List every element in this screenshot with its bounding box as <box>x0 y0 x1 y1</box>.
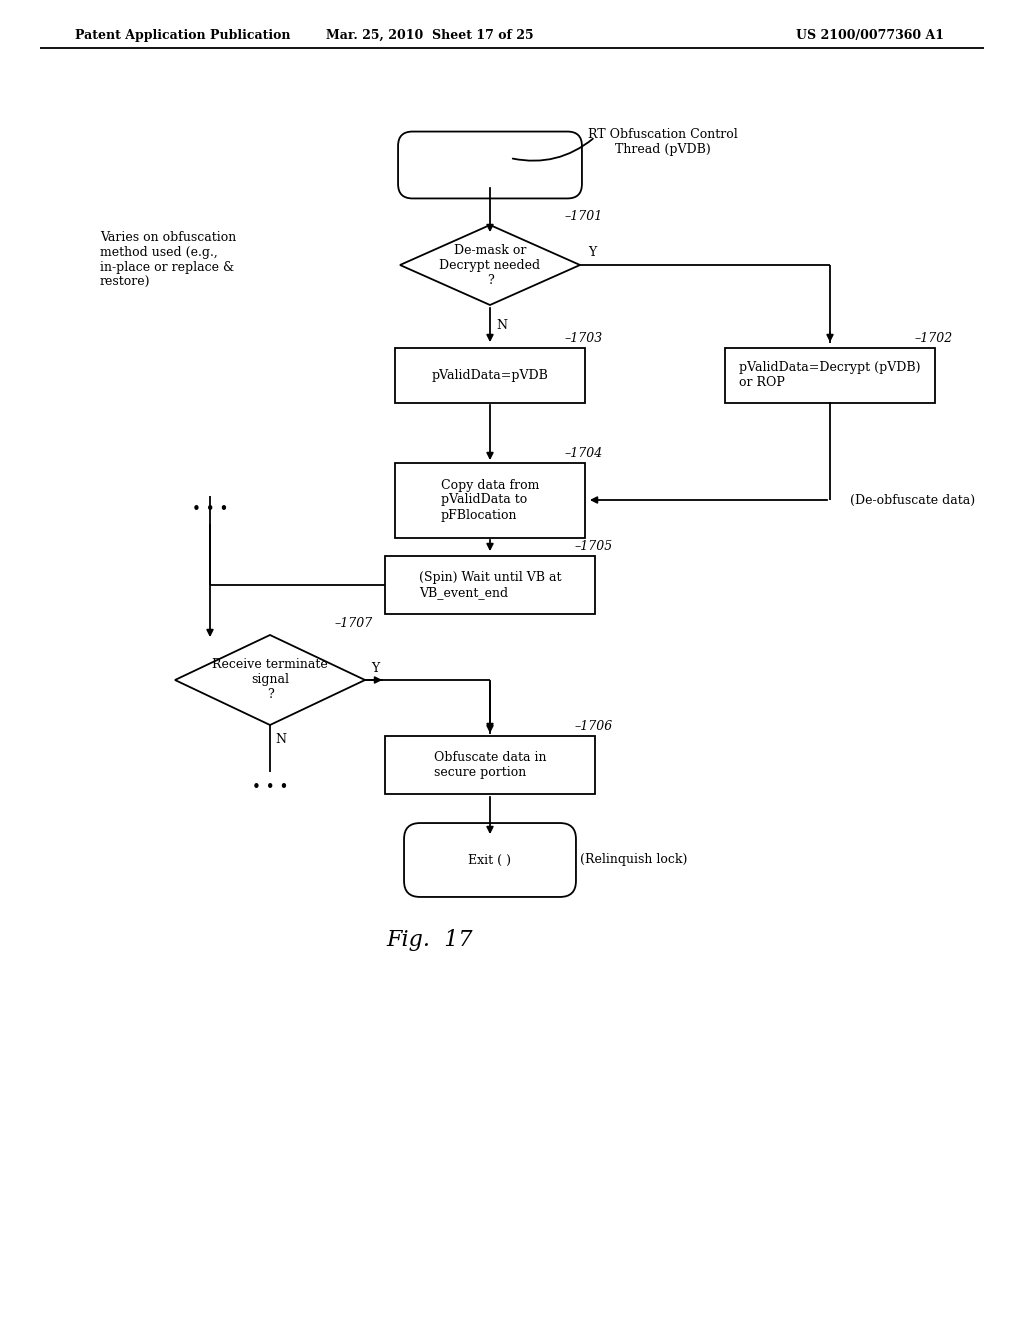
Text: –1707: –1707 <box>335 616 374 630</box>
Text: RT Obfuscation Control
Thread (pVDB): RT Obfuscation Control Thread (pVDB) <box>588 128 737 156</box>
Text: (Relinquish lock): (Relinquish lock) <box>580 854 687 866</box>
Text: –1706: –1706 <box>575 719 613 733</box>
Bar <box>395 462 585 537</box>
FancyBboxPatch shape <box>404 824 575 898</box>
Text: Y: Y <box>371 663 379 675</box>
Text: Y: Y <box>588 246 596 259</box>
Polygon shape <box>400 224 580 305</box>
Text: –1702: –1702 <box>915 333 953 345</box>
Bar <box>725 347 935 403</box>
Text: Mar. 25, 2010  Sheet 17 of 25: Mar. 25, 2010 Sheet 17 of 25 <box>327 29 534 41</box>
Text: –1703: –1703 <box>565 333 603 345</box>
Text: N: N <box>496 319 507 333</box>
Text: US 2100/0077360 A1: US 2100/0077360 A1 <box>796 29 944 41</box>
Text: Varies on obfuscation
method used (e.g.,
in-place or replace &
restore): Varies on obfuscation method used (e.g.,… <box>100 231 237 289</box>
Text: –1705: –1705 <box>575 540 613 553</box>
Text: De-mask or
Decrypt needed
?: De-mask or Decrypt needed ? <box>439 243 541 286</box>
Bar <box>395 347 585 403</box>
Text: Exit ( ): Exit ( ) <box>469 854 512 866</box>
Text: Obfuscate data in
secure portion: Obfuscate data in secure portion <box>434 751 546 779</box>
Text: (De-obfuscate data): (De-obfuscate data) <box>850 494 975 507</box>
Text: Receive terminate
signal
?: Receive terminate signal ? <box>212 659 328 701</box>
Text: • • •: • • • <box>191 503 228 517</box>
Text: Patent Application Publication: Patent Application Publication <box>75 29 291 41</box>
Bar <box>385 556 595 614</box>
Text: Fig.  17: Fig. 17 <box>387 929 473 950</box>
Text: Copy data from
pValidData to
pFBlocation: Copy data from pValidData to pFBlocation <box>440 479 540 521</box>
Text: N: N <box>275 733 286 746</box>
FancyBboxPatch shape <box>398 132 582 198</box>
Text: (Spin) Wait until VB at
VB_event_end: (Spin) Wait until VB at VB_event_end <box>419 572 561 599</box>
Text: –1704: –1704 <box>565 447 603 459</box>
Text: • • •: • • • <box>252 780 288 795</box>
Text: pValidData=Decrypt (pVDB)
or ROP: pValidData=Decrypt (pVDB) or ROP <box>739 360 921 389</box>
Text: –1701: –1701 <box>565 210 603 223</box>
Polygon shape <box>175 635 365 725</box>
Bar <box>385 737 595 795</box>
Text: pValidData=pVDB: pValidData=pVDB <box>431 368 549 381</box>
